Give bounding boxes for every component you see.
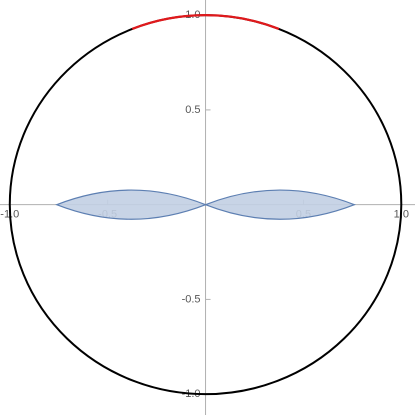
highlight-arc bbox=[131, 14, 280, 30]
y-tick-label: 0.5 bbox=[185, 104, 200, 116]
lens bbox=[203, 189, 356, 220]
y-tick-label: -0.5 bbox=[182, 293, 201, 305]
lens bbox=[55, 189, 208, 220]
